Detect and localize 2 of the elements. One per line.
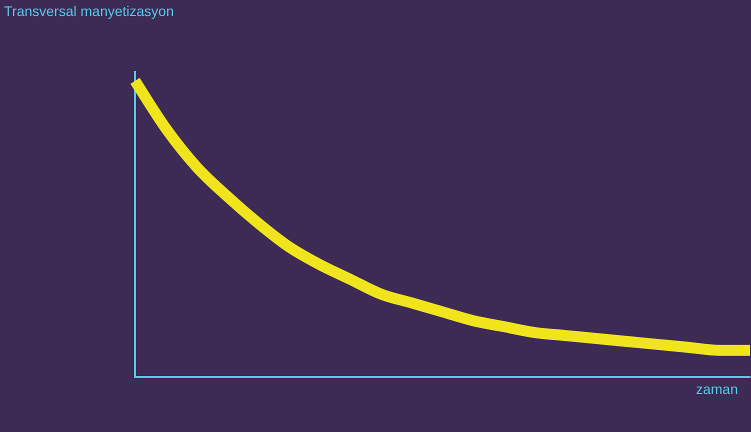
x-axis-title: zaman: [696, 380, 738, 397]
y-axis-title: Transversal manyetizasyon: [4, 2, 174, 19]
